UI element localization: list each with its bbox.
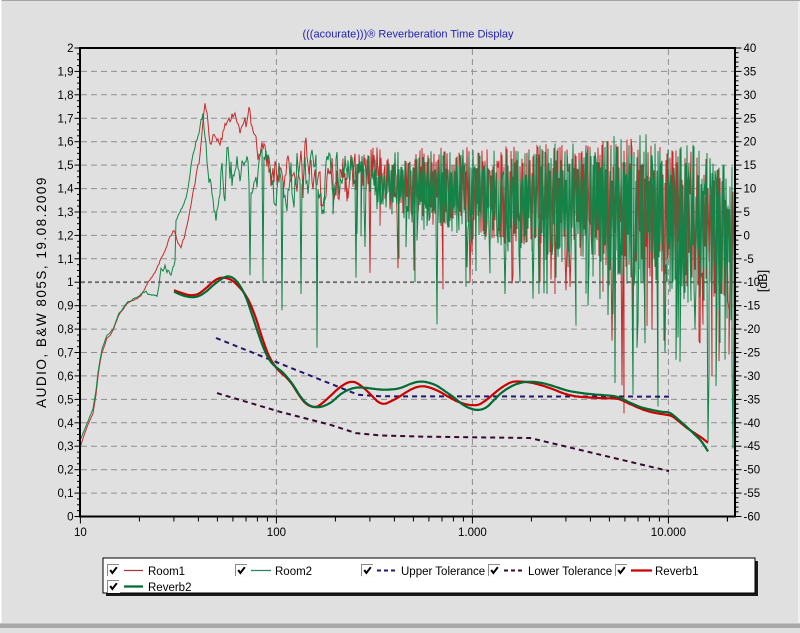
svg-text:0,9: 0,9 bbox=[58, 301, 74, 313]
svg-text:-15: -15 bbox=[744, 301, 761, 313]
svg-text:2: 2 bbox=[67, 43, 73, 55]
svg-text:0,7: 0,7 bbox=[58, 348, 74, 360]
svg-text:1: 1 bbox=[67, 277, 73, 289]
svg-text:40: 40 bbox=[744, 43, 757, 55]
svg-text:0,4: 0,4 bbox=[58, 418, 75, 430]
svg-text:-40: -40 bbox=[744, 418, 761, 430]
svg-text:0,3: 0,3 bbox=[58, 441, 74, 453]
svg-text:1,3: 1,3 bbox=[58, 207, 74, 219]
svg-text:-25: -25 bbox=[744, 348, 761, 360]
svg-text:1,4: 1,4 bbox=[58, 184, 75, 196]
svg-text:1.000: 1.000 bbox=[458, 527, 487, 539]
svg-text:1,8: 1,8 bbox=[58, 90, 74, 102]
svg-text:-45: -45 bbox=[744, 441, 761, 453]
svg-text:0,6: 0,6 bbox=[58, 371, 74, 383]
svg-text:Reverb2: Reverb2 bbox=[148, 582, 191, 594]
svg-text:[dB]: [dB] bbox=[756, 270, 770, 292]
svg-text:-20: -20 bbox=[744, 324, 761, 336]
svg-text:-55: -55 bbox=[744, 488, 761, 500]
svg-text:-60: -60 bbox=[744, 512, 761, 524]
svg-text:10.000: 10.000 bbox=[651, 527, 686, 539]
svg-text:1,1: 1,1 bbox=[58, 254, 74, 266]
svg-text:-10: -10 bbox=[744, 277, 761, 289]
svg-text:10: 10 bbox=[744, 184, 757, 196]
svg-text:35: 35 bbox=[744, 66, 757, 78]
svg-text:(((acourate)))® Reverberation: (((acourate)))® Reverberation Time Displ… bbox=[302, 29, 514, 41]
svg-text:Lower Tolerance: Lower Tolerance bbox=[528, 566, 612, 578]
svg-text:-30: -30 bbox=[744, 371, 761, 383]
svg-text:0,1: 0,1 bbox=[58, 488, 74, 500]
svg-text:Reverb1: Reverb1 bbox=[655, 566, 698, 578]
svg-text:Room2: Room2 bbox=[275, 566, 312, 578]
svg-text:5: 5 bbox=[744, 207, 750, 219]
svg-text:-50: -50 bbox=[744, 465, 761, 477]
svg-text:-5: -5 bbox=[744, 254, 754, 266]
svg-text:0,5: 0,5 bbox=[58, 394, 74, 406]
svg-text:0,8: 0,8 bbox=[58, 324, 74, 336]
svg-text:0,2: 0,2 bbox=[58, 465, 74, 477]
svg-text:1,2: 1,2 bbox=[58, 230, 74, 242]
svg-text:1,6: 1,6 bbox=[58, 137, 74, 149]
svg-text:1,7: 1,7 bbox=[58, 113, 74, 125]
svg-text:1,9: 1,9 bbox=[58, 66, 74, 78]
svg-text:20: 20 bbox=[744, 137, 757, 149]
svg-text:0: 0 bbox=[67, 512, 73, 524]
svg-text:Room1: Room1 bbox=[148, 566, 185, 578]
svg-text:30: 30 bbox=[744, 90, 757, 102]
svg-text:15: 15 bbox=[744, 160, 757, 172]
svg-text:10: 10 bbox=[74, 527, 87, 539]
svg-text:1,5: 1,5 bbox=[58, 160, 74, 172]
svg-text:100: 100 bbox=[267, 527, 286, 539]
svg-text:AUDIO, B&W 805S, 19.08.2009: AUDIO, B&W 805S, 19.08.2009 bbox=[34, 176, 49, 408]
svg-text:25: 25 bbox=[744, 113, 757, 125]
svg-text:-35: -35 bbox=[744, 394, 761, 406]
svg-text:0: 0 bbox=[744, 230, 750, 242]
svg-text:Upper Tolerance: Upper Tolerance bbox=[401, 566, 485, 578]
